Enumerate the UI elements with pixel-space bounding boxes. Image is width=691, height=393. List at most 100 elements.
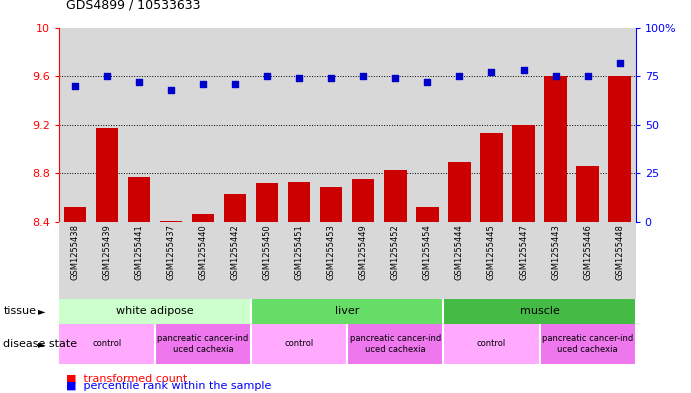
Text: muscle: muscle [520, 307, 560, 316]
Text: control: control [285, 340, 314, 348]
Bar [123, 28, 155, 222]
Text: GSM1255454: GSM1255454 [423, 224, 432, 280]
Bar [59, 222, 91, 299]
Point [165, 86, 176, 93]
Bar [540, 222, 571, 299]
Bar [475, 222, 507, 299]
Bar [411, 222, 444, 299]
Point [614, 59, 625, 66]
Text: GSM1255453: GSM1255453 [327, 224, 336, 280]
Point [550, 73, 561, 79]
Bar [540, 28, 571, 222]
Bar [283, 222, 315, 299]
Bar [480, 133, 502, 222]
Bar [59, 299, 251, 324]
Bar [192, 213, 214, 222]
Bar [187, 222, 219, 299]
Bar [347, 222, 379, 299]
Text: ■  percentile rank within the sample: ■ percentile rank within the sample [66, 381, 271, 391]
Bar [320, 187, 343, 222]
Bar [379, 222, 411, 299]
Text: GSM1255448: GSM1255448 [615, 224, 624, 280]
Text: control: control [477, 340, 506, 348]
Text: GSM1255452: GSM1255452 [391, 224, 400, 280]
Text: GDS4899 / 10533633: GDS4899 / 10533633 [66, 0, 200, 12]
Text: pancreatic cancer-ind
uced cachexia: pancreatic cancer-ind uced cachexia [350, 334, 441, 354]
Text: ►: ► [38, 339, 46, 349]
Bar [224, 194, 246, 222]
Bar [444, 28, 475, 222]
Bar [288, 182, 310, 222]
Bar [448, 162, 471, 222]
Text: GSM1255445: GSM1255445 [487, 224, 496, 280]
Text: GSM1255441: GSM1255441 [134, 224, 143, 280]
Bar [545, 76, 567, 222]
Bar [571, 28, 604, 222]
Bar [256, 183, 278, 222]
Text: white adipose: white adipose [116, 307, 193, 316]
Text: GSM1255451: GSM1255451 [294, 224, 303, 280]
Text: GSM1255437: GSM1255437 [167, 224, 176, 280]
Text: liver: liver [335, 307, 359, 316]
Bar [540, 324, 636, 364]
Text: GSM1255438: GSM1255438 [70, 224, 79, 280]
Text: pancreatic cancer-ind
uced cachexia: pancreatic cancer-ind uced cachexia [542, 334, 633, 354]
Bar [128, 177, 150, 222]
Bar [91, 28, 123, 222]
Bar [347, 28, 379, 222]
Bar [507, 222, 540, 299]
Bar [571, 222, 604, 299]
Bar [411, 28, 444, 222]
Point [422, 79, 433, 85]
Text: GSM1255443: GSM1255443 [551, 224, 560, 280]
Text: GSM1255444: GSM1255444 [455, 224, 464, 280]
Bar [59, 28, 91, 222]
Bar [384, 170, 406, 222]
Bar [512, 125, 535, 222]
Bar [251, 299, 444, 324]
Point [486, 69, 497, 75]
Bar [155, 222, 187, 299]
Text: tissue: tissue [3, 307, 37, 316]
Bar [95, 129, 118, 222]
Bar [283, 28, 315, 222]
Bar [123, 222, 155, 299]
Point [582, 73, 593, 79]
Bar [91, 222, 123, 299]
Point [454, 73, 465, 79]
Text: ►: ► [38, 307, 46, 316]
Text: ■  transformed count: ■ transformed count [66, 373, 187, 384]
Bar [352, 180, 375, 222]
Bar [507, 28, 540, 222]
Bar [251, 28, 283, 222]
Text: GSM1255440: GSM1255440 [198, 224, 207, 280]
Text: disease state: disease state [3, 339, 77, 349]
Point [102, 73, 113, 79]
Point [325, 75, 337, 81]
Point [518, 67, 529, 73]
Point [262, 73, 273, 79]
Text: GSM1255446: GSM1255446 [583, 224, 592, 280]
Point [294, 75, 305, 81]
Bar [444, 222, 475, 299]
Text: GSM1255449: GSM1255449 [359, 224, 368, 280]
Bar [475, 28, 507, 222]
Point [133, 79, 144, 85]
Bar [379, 28, 411, 222]
Point [198, 81, 209, 87]
Bar [604, 222, 636, 299]
Bar [609, 76, 631, 222]
Point [69, 83, 80, 89]
Bar [315, 222, 347, 299]
Bar [64, 208, 86, 222]
Text: GSM1255450: GSM1255450 [263, 224, 272, 280]
Bar [444, 299, 636, 324]
Bar [576, 166, 599, 222]
Point [390, 75, 401, 81]
Text: GSM1255442: GSM1255442 [231, 224, 240, 280]
Bar [251, 324, 347, 364]
Bar [219, 222, 251, 299]
Bar [347, 324, 444, 364]
Bar [187, 28, 219, 222]
Point [358, 73, 369, 79]
